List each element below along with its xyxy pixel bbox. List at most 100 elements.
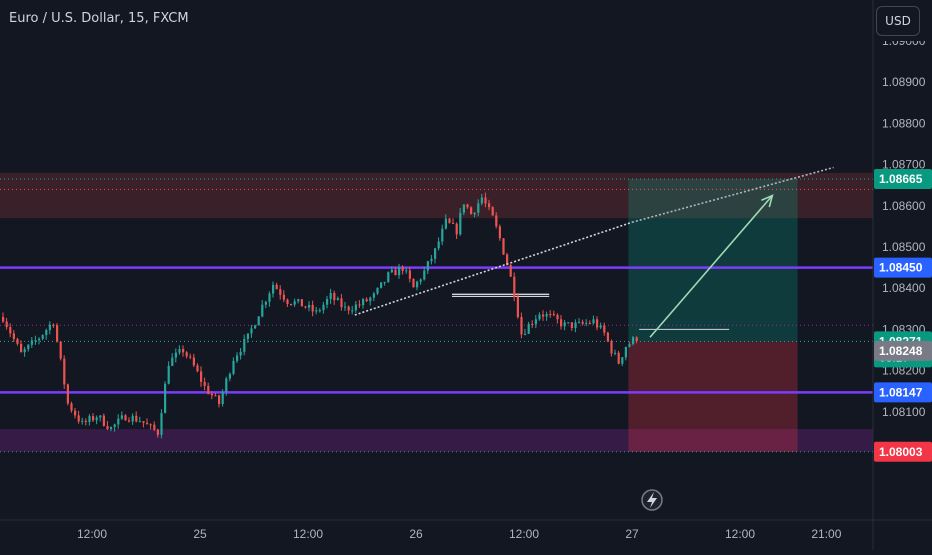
position-profit-zone[interactable] <box>628 179 798 342</box>
candle-body <box>624 347 627 358</box>
candle-body <box>41 335 44 339</box>
candle-body <box>614 352 617 354</box>
candle-body <box>92 416 95 421</box>
price-label-bg[interactable] <box>874 441 932 462</box>
candle-body <box>279 289 282 295</box>
candle-body <box>390 269 393 273</box>
candle-body <box>365 299 368 302</box>
candle-body <box>398 266 401 276</box>
candle-body <box>48 324 51 331</box>
candle-body <box>513 276 516 297</box>
y-tick-label: 1.08700 <box>882 158 926 172</box>
candle-body <box>459 212 462 235</box>
price-label-text: 1.08248 <box>879 344 923 358</box>
candle-body <box>437 241 440 249</box>
candle-body <box>552 314 555 316</box>
candle-body <box>596 319 599 328</box>
x-tick-label: 26 <box>409 527 423 541</box>
candle-body <box>77 415 80 422</box>
candle-body <box>531 323 534 325</box>
candle-body <box>340 298 343 308</box>
price-label-bg[interactable] <box>874 382 932 403</box>
price-label-text: 1.08665 <box>879 172 923 186</box>
candle-body <box>549 314 552 316</box>
candle-body <box>315 310 318 312</box>
candle-body <box>200 371 203 382</box>
candle-body <box>401 266 404 271</box>
candle-body <box>466 204 469 208</box>
candle-body <box>236 355 239 361</box>
trendline-1[interactable] <box>631 166 834 224</box>
candle-body <box>70 403 73 411</box>
candle-body <box>239 351 242 356</box>
x-tick-label: 21:00 <box>811 527 841 541</box>
price-label-bg[interactable] <box>874 169 932 190</box>
candle-body <box>304 306 307 308</box>
candle-body <box>290 303 293 305</box>
candle-body <box>383 281 386 283</box>
candle-body <box>59 341 62 359</box>
candle-body <box>462 204 465 213</box>
projection-arrow-head <box>761 194 774 208</box>
candle-body <box>264 301 267 305</box>
candle-body <box>423 270 426 280</box>
candle-body <box>488 203 491 208</box>
candle-body <box>275 284 278 290</box>
candle-body <box>23 349 26 353</box>
candle-body <box>174 352 177 358</box>
candle-body <box>20 343 23 353</box>
candle-body <box>84 420 87 422</box>
x-tick-label: 27 <box>625 527 639 541</box>
candle-body <box>2 317 5 322</box>
candle-body <box>534 319 537 325</box>
candle-body <box>246 333 249 340</box>
candle-body <box>228 373 231 379</box>
lightning-icon[interactable] <box>641 489 663 511</box>
candle-body <box>110 427 113 430</box>
candle-body <box>297 299 300 302</box>
candle-body <box>74 410 77 416</box>
candle-body <box>516 296 519 318</box>
symbol-title[interactable]: Euro / U.S. Dollar, 15, FXCM <box>9 11 189 26</box>
candle-body <box>452 223 455 225</box>
candle-body <box>218 395 221 405</box>
candle-body <box>430 258 433 262</box>
candle-body <box>329 292 332 300</box>
candle-body <box>185 352 188 357</box>
candle-body <box>322 304 325 311</box>
candle-body <box>524 333 527 335</box>
trendline-0[interactable] <box>354 221 633 316</box>
candle-body <box>581 321 584 324</box>
candle-body <box>12 333 15 339</box>
candle-body <box>81 420 84 422</box>
candle-body <box>95 417 98 421</box>
candle-body <box>250 328 253 334</box>
price-label-bg[interactable] <box>874 257 932 278</box>
candle-body <box>394 269 397 276</box>
candle-body <box>38 338 41 341</box>
candle-body <box>362 299 365 306</box>
candle-body <box>261 304 264 317</box>
candle-body <box>171 357 174 366</box>
candle-body <box>9 327 12 334</box>
candle-body <box>369 297 372 302</box>
candle-body <box>106 425 109 430</box>
projection-arrow[interactable] <box>649 194 774 338</box>
position-loss-zone[interactable] <box>628 341 798 452</box>
price-label-bg[interactable] <box>874 340 932 361</box>
candle-body <box>5 321 8 328</box>
price-label-text: 1.08147 <box>879 385 923 399</box>
y-tick-label: 1.08600 <box>882 199 926 213</box>
currency-button[interactable]: USD <box>876 6 920 36</box>
candle-body <box>344 306 347 308</box>
candle-body <box>182 348 185 353</box>
candle-body <box>509 264 512 277</box>
candle-body <box>560 319 563 327</box>
candle-body <box>495 215 498 227</box>
candle-body <box>635 337 638 342</box>
y-tick-label: 1.08400 <box>882 281 926 295</box>
candle-body <box>387 272 390 282</box>
candle-body <box>124 415 127 421</box>
candle-body <box>282 294 285 300</box>
